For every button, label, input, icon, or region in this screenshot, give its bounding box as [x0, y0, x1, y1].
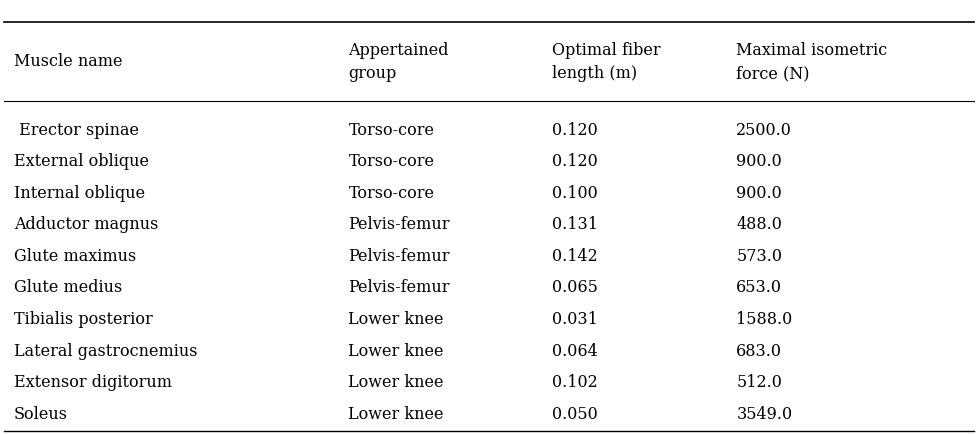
Text: 0.100: 0.100	[551, 184, 597, 201]
Text: External oblique: External oblique	[14, 153, 149, 170]
Text: Extensor digitorum: Extensor digitorum	[14, 373, 172, 390]
Text: Adductor magnus: Adductor magnus	[14, 216, 158, 233]
Text: Torso-core: Torso-core	[348, 153, 434, 170]
Text: Optimal fiber
length (m): Optimal fiber length (m)	[551, 41, 660, 82]
Text: 3549.0: 3549.0	[736, 405, 791, 422]
Text: 0.120: 0.120	[551, 153, 597, 170]
Text: 683.0: 683.0	[736, 342, 782, 359]
Text: Erector spinae: Erector spinae	[14, 121, 139, 138]
Text: Glute maximus: Glute maximus	[14, 247, 136, 264]
Text: 488.0: 488.0	[736, 216, 782, 233]
Text: Pelvis-femur: Pelvis-femur	[348, 247, 449, 264]
Text: 0.120: 0.120	[551, 121, 597, 138]
Text: 0.031: 0.031	[551, 310, 597, 327]
Text: Soleus: Soleus	[14, 405, 67, 422]
Text: 573.0: 573.0	[736, 247, 782, 264]
Text: Torso-core: Torso-core	[348, 184, 434, 201]
Text: 0.142: 0.142	[551, 247, 597, 264]
Text: Lower knee: Lower knee	[348, 310, 444, 327]
Text: Internal oblique: Internal oblique	[14, 184, 145, 201]
Text: 0.064: 0.064	[551, 342, 597, 359]
Text: 900.0: 900.0	[736, 184, 782, 201]
Text: Torso-core: Torso-core	[348, 121, 434, 138]
Text: 0.065: 0.065	[551, 279, 597, 296]
Text: Appertained
group: Appertained group	[348, 41, 448, 82]
Text: Lateral gastrocnemius: Lateral gastrocnemius	[14, 342, 197, 359]
Text: Pelvis-femur: Pelvis-femur	[348, 216, 449, 233]
Text: Lower knee: Lower knee	[348, 373, 444, 390]
Text: Lower knee: Lower knee	[348, 342, 444, 359]
Text: 512.0: 512.0	[736, 373, 782, 390]
Text: 0.131: 0.131	[551, 216, 597, 233]
Text: Tibialis posterior: Tibialis posterior	[14, 310, 152, 327]
Text: 1588.0: 1588.0	[736, 310, 791, 327]
Text: 653.0: 653.0	[736, 279, 782, 296]
Text: Pelvis-femur: Pelvis-femur	[348, 279, 449, 296]
Text: 0.102: 0.102	[551, 373, 597, 390]
Text: Lower knee: Lower knee	[348, 405, 444, 422]
Text: 0.050: 0.050	[551, 405, 597, 422]
Text: 900.0: 900.0	[736, 153, 782, 170]
Text: Glute medius: Glute medius	[14, 279, 122, 296]
Text: Muscle name: Muscle name	[14, 53, 122, 70]
Text: 2500.0: 2500.0	[736, 121, 791, 138]
Text: Maximal isometric
force (N): Maximal isometric force (N)	[736, 41, 886, 82]
